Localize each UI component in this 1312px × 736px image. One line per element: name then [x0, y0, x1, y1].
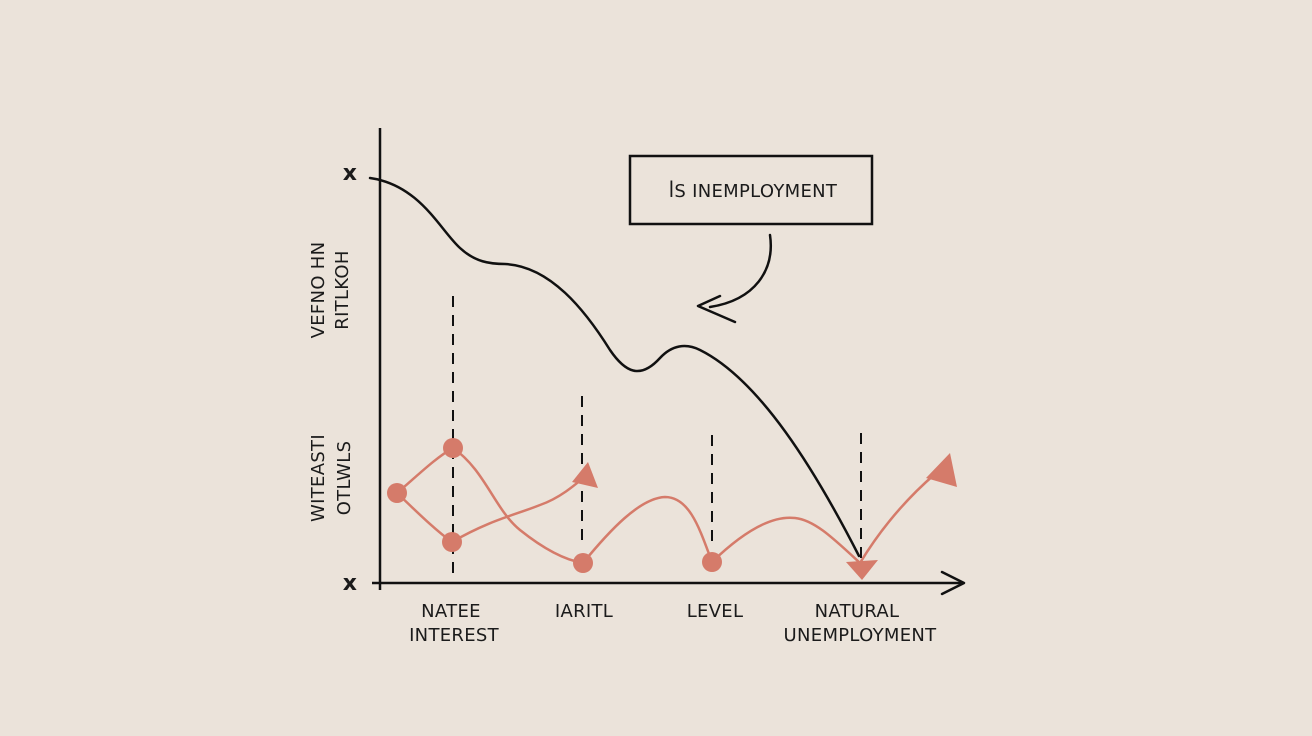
- main-curve: [368, 176, 861, 558]
- annotation-arrowhead: [696, 294, 737, 324]
- svg-text:WITEASTI: WITEASTI: [308, 434, 329, 522]
- accent-arrowhead-right: [926, 453, 957, 487]
- accent-path-final: [858, 472, 937, 565]
- accent-points: [387, 438, 722, 573]
- point-valley-1: [573, 553, 593, 573]
- accent-path-cross-up: [450, 472, 590, 544]
- annotation-arrow: [708, 233, 772, 309]
- y-axis-bottom-marker: x: [343, 571, 358, 596]
- y-axis-lower-label: WITEASTI OTLWLS: [308, 434, 355, 522]
- y-axis-top-marker: x: [343, 161, 358, 186]
- svg-text:OTLWLS: OTLWLS: [334, 441, 355, 516]
- x-label-3: LEVEL: [687, 601, 744, 622]
- x-axis-arrowhead: [940, 570, 966, 596]
- svg-text:RITLKOH: RITLKOH: [332, 250, 353, 329]
- accent-path-right: [710, 516, 862, 565]
- x-label-2: IARITL: [555, 601, 613, 622]
- accent-path-cross-down: [451, 446, 585, 565]
- point-peak: [443, 438, 463, 458]
- point-valley-2: [702, 552, 722, 572]
- svg-text:VEFNO HN: VEFNO HN: [308, 242, 329, 339]
- y-axis-upper-label: VEFNO HN RITLKOH: [308, 242, 353, 339]
- annotation-box: [628, 154, 874, 226]
- accent-arrowhead-bottom: [846, 560, 878, 580]
- accent-path-hump: [581, 495, 714, 565]
- point-left: [387, 483, 407, 503]
- annotation-label: ꟾS INEMPLOYMENT: [669, 180, 838, 202]
- x-label-4: NATURAL UNEMPLOYMENT: [784, 601, 938, 646]
- accent-path-upper-left: [395, 446, 455, 495]
- x-label-1: NATEE INTEREST: [409, 601, 500, 646]
- point-lower: [442, 532, 462, 552]
- accent-arrowhead-middle: [572, 462, 598, 488]
- accent-path-lower-left: [395, 491, 454, 544]
